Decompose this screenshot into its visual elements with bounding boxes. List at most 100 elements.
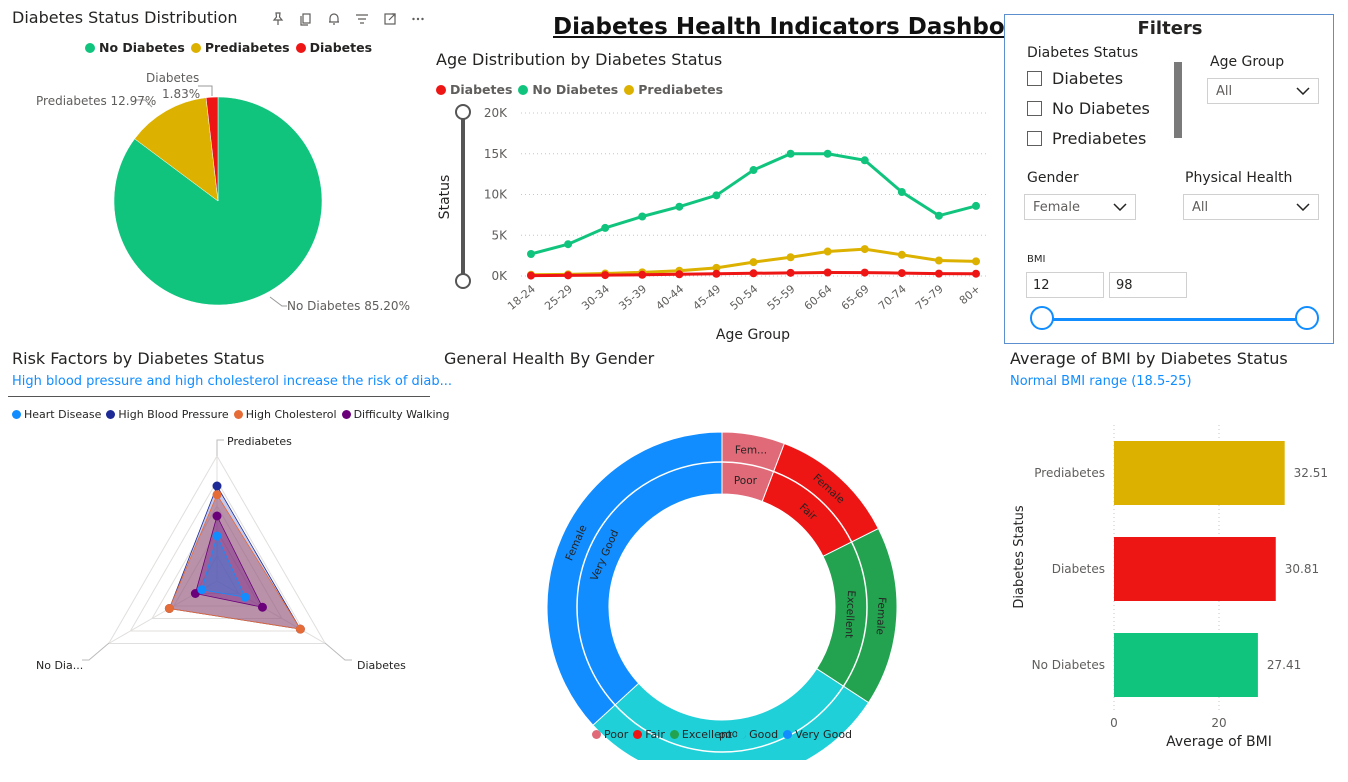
line-point-no-diabetes[interactable] <box>860 156 869 165</box>
slicer-scrollbar[interactable] <box>1174 62 1182 138</box>
radar-grid-ring <box>151 504 283 619</box>
line-point-diabetes[interactable] <box>527 271 535 280</box>
legend-item-high-cholesterol[interactable]: High Cholesterol <box>233 408 337 421</box>
line-point-no-diabetes[interactable] <box>712 191 721 200</box>
line-chart: Status 0K 5K 10K 15K 20K 18-24 25-29 30-34 35-3… <box>437 104 986 343</box>
radar-chart: Prediabetes Diabetes No Dia... <box>36 435 406 672</box>
line-point-diabetes[interactable] <box>972 269 980 278</box>
line-point-no-diabetes[interactable] <box>564 240 573 249</box>
line-point-no-diabetes[interactable] <box>823 149 832 158</box>
bmi-bar-diabetes[interactable] <box>1114 537 1276 601</box>
line-point-no-diabetes[interactable] <box>675 202 684 211</box>
bmi-max-input[interactable]: 98 <box>1109 272 1187 298</box>
line-point-prediabetes[interactable] <box>897 250 906 259</box>
copy-icon[interactable] <box>298 11 314 27</box>
legend-item-no-diabetes[interactable]: No Diabetes <box>518 82 618 97</box>
line-point-no-diabetes[interactable] <box>897 188 906 197</box>
pie-slice-prediabetes[interactable] <box>134 97 219 202</box>
radar-point-high-cholesterol[interactable] <box>164 604 174 613</box>
line-point-diabetes[interactable] <box>823 268 832 277</box>
legend-item-excellent[interactable]: Excellent <box>669 728 732 741</box>
bmi-bar-prediabetes[interactable] <box>1114 441 1285 505</box>
line-point-no-diabetes[interactable] <box>786 149 795 158</box>
line-point-no-diabetes[interactable] <box>527 249 535 258</box>
focus-mode-icon[interactable] <box>382 11 398 27</box>
line-point-prediabetes[interactable] <box>712 263 721 272</box>
pie-legend: No Diabetes Prediabetes Diabetes <box>85 40 378 55</box>
line-point-diabetes[interactable] <box>638 270 647 279</box>
legend-item-diabetes[interactable]: Diabetes <box>295 40 372 55</box>
line-point-prediabetes[interactable] <box>860 245 869 254</box>
legend-item-poor[interactable]: Poor <box>592 728 628 741</box>
radar-point-high-cholesterol[interactable] <box>212 490 222 500</box>
line-point-diabetes[interactable] <box>897 269 906 278</box>
legend-item-prediabetes[interactable]: Prediabetes <box>624 82 723 97</box>
age-group-dropdown[interactable]: All <box>1207 78 1319 104</box>
legend-item-heart-disease[interactable]: Heart Disease <box>12 408 101 421</box>
legend-item-fair[interactable]: Fair <box>633 728 665 741</box>
donut-segment-very-good[interactable] <box>546 431 723 726</box>
radar-point-high-blood-pressure[interactable] <box>212 481 222 491</box>
donut-segment-good[interactable] <box>592 668 870 760</box>
line-point-no-diabetes[interactable] <box>749 166 758 175</box>
bell-icon[interactable] <box>326 11 342 27</box>
radar-point-difficulty-walking[interactable] <box>190 589 200 598</box>
legend-item-high-blood-pressure[interactable]: High Blood Pressure <box>106 408 229 421</box>
physical-health-dropdown[interactable]: All <box>1183 194 1319 220</box>
line-point-no-diabetes[interactable] <box>972 201 980 210</box>
legend-item-prediabetes[interactable]: Prediabetes <box>190 40 290 55</box>
pie-label-diabetes-name: Diabetes <box>146 71 199 85</box>
donut-chart: Fem...PoorFemaleFairFemaleExcellentFemal… <box>546 431 898 760</box>
radar-spoke <box>216 580 326 644</box>
radar-grid-ring <box>107 454 327 644</box>
radar-axis-label-prediabetes: Prediabetes <box>227 435 292 448</box>
bmi-range-max-handle[interactable] <box>1295 306 1319 330</box>
line-point-diabetes[interactable] <box>934 269 943 278</box>
checkbox-no-diabetes[interactable]: No Diabetes <box>1027 99 1150 118</box>
legend-item-good[interactable]: Good <box>737 728 778 741</box>
legend-item-difficulty-walking[interactable]: Difficulty Walking <box>341 408 449 421</box>
bmi-bar-no-diabetes[interactable] <box>1114 633 1258 697</box>
radar-point-difficulty-walking[interactable] <box>212 511 222 521</box>
line-point-no-diabetes[interactable] <box>934 211 943 220</box>
line-point-diabetes[interactable] <box>860 268 869 277</box>
radar-point-heart-disease[interactable] <box>197 585 207 595</box>
radar-area-heart-disease[interactable] <box>201 534 246 598</box>
radar-point-difficulty-walking[interactable] <box>257 602 267 612</box>
line-point-diabetes[interactable] <box>749 269 758 278</box>
line-point-no-diabetes[interactable] <box>638 212 647 221</box>
line-point-diabetes[interactable] <box>786 268 795 277</box>
radar-area-high-cholesterol[interactable] <box>168 493 302 630</box>
bmi-min-input[interactable]: 12 <box>1026 272 1104 298</box>
y-zoom-slider-bottom-handle[interactable] <box>455 273 471 289</box>
legend-item-diabetes[interactable]: Diabetes <box>436 82 512 97</box>
gender-dropdown[interactable]: Female <box>1024 194 1136 220</box>
radar-point-heart-disease[interactable] <box>240 592 250 602</box>
bmi-range-track[interactable] <box>1043 318 1309 321</box>
bmi-range-min-handle[interactable] <box>1030 306 1054 330</box>
donut-ring-divider <box>576 461 868 753</box>
legend-item-very-good[interactable]: Very Good <box>783 728 852 741</box>
line-point-prediabetes[interactable] <box>823 247 832 256</box>
pie-slice-diabetes[interactable] <box>205 96 219 202</box>
line-point-diabetes[interactable] <box>675 270 684 279</box>
more-options-icon[interactable] <box>410 11 426 27</box>
line-point-prediabetes[interactable] <box>972 257 980 266</box>
y-zoom-slider-top-handle[interactable] <box>455 104 471 120</box>
line-point-diabetes[interactable] <box>712 269 721 278</box>
radar-axis-leader <box>324 642 352 661</box>
legend-item-no-diabetes[interactable]: No Diabetes <box>85 40 185 55</box>
line-point-diabetes[interactable] <box>564 271 573 280</box>
line-point-prediabetes[interactable] <box>934 256 943 265</box>
checkbox-diabetes[interactable]: Diabetes <box>1027 69 1123 88</box>
line-point-diabetes[interactable] <box>601 271 610 280</box>
checkbox-prediabetes[interactable]: Prediabetes <box>1027 129 1146 148</box>
line-point-prediabetes[interactable] <box>749 258 758 267</box>
radar-point-high-cholesterol[interactable] <box>295 624 305 634</box>
radar-point-heart-disease[interactable] <box>212 531 222 541</box>
pie-chart: No Diabetes 85.20% Prediabetes 12.97% Di… <box>36 71 410 313</box>
pin-icon[interactable] <box>270 11 286 27</box>
line-point-no-diabetes[interactable] <box>601 223 610 232</box>
filter-icon[interactable] <box>354 11 370 27</box>
line-point-prediabetes[interactable] <box>786 253 795 262</box>
